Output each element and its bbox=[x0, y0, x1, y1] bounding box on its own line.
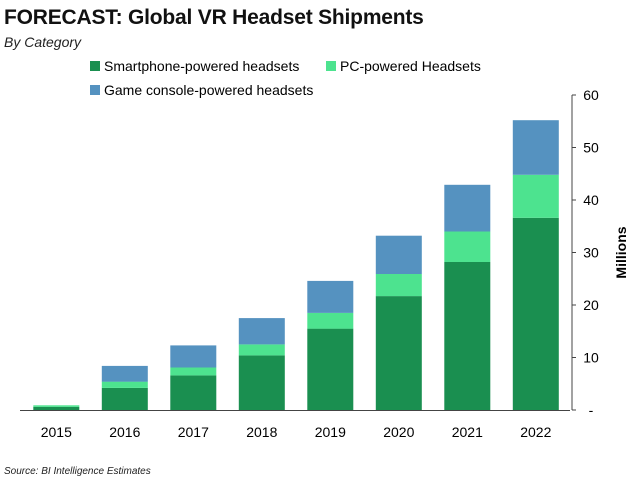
legend-swatch-2 bbox=[90, 85, 100, 95]
x-tick-label-2018: 2018 bbox=[246, 424, 277, 440]
y-tick-label-2: 20 bbox=[583, 297, 599, 313]
y-tick-label-3: 30 bbox=[583, 245, 599, 261]
chart-title: FORECAST: Global VR Headset Shipments bbox=[4, 6, 424, 29]
y-tick-label-5: 50 bbox=[583, 140, 599, 156]
legend: Smartphone-powered headsets PC-powered He… bbox=[90, 58, 481, 98]
x-tick-label-2020: 2020 bbox=[383, 424, 414, 440]
bar-2021-series-2 bbox=[444, 184, 491, 232]
source-note: Source: BI Intelligence Estimates bbox=[4, 466, 151, 477]
x-axis: 2015 2016 2017 2018 2019 2020 2021 2022 bbox=[20, 410, 570, 440]
bar-2019-series-1 bbox=[307, 312, 354, 329]
y-tick-label-6: 60 bbox=[583, 87, 599, 103]
bar-2018-series-2 bbox=[238, 318, 285, 345]
bar-2017-series-0 bbox=[170, 375, 217, 410]
bar-2021-series-1 bbox=[444, 231, 491, 262]
y-tick-label-4: 40 bbox=[583, 192, 599, 208]
bar-2015-series-1 bbox=[33, 405, 80, 407]
bars bbox=[33, 120, 559, 410]
x-tick-label-2016: 2016 bbox=[109, 424, 140, 440]
chart-subtitle: By Category bbox=[4, 34, 82, 50]
x-tick-label-2022: 2022 bbox=[520, 424, 551, 440]
legend-label-0: Smartphone-powered headsets bbox=[104, 58, 299, 74]
bar-2022-series-0 bbox=[512, 217, 559, 410]
legend-swatch-1 bbox=[326, 61, 336, 71]
bar-2021-series-0 bbox=[444, 262, 491, 410]
legend-label-1: PC-powered Headsets bbox=[340, 58, 481, 74]
y-tick-label-1: 10 bbox=[583, 350, 599, 366]
x-tick-label-2015: 2015 bbox=[41, 424, 72, 440]
y-tick-label-0: - bbox=[589, 402, 594, 418]
bar-2018-series-0 bbox=[238, 355, 285, 410]
bar-2022-series-2 bbox=[512, 120, 559, 175]
y-axis-label: Millions bbox=[613, 226, 629, 278]
bar-2020-series-1 bbox=[375, 274, 422, 297]
bar-2016-series-1 bbox=[101, 381, 148, 388]
bar-2019-series-0 bbox=[307, 328, 354, 410]
bar-2019-series-2 bbox=[307, 280, 354, 313]
bar-2015-series-0 bbox=[33, 406, 80, 410]
x-tick-label-2019: 2019 bbox=[315, 424, 346, 440]
bar-2018-series-1 bbox=[238, 344, 285, 356]
legend-swatch-0 bbox=[90, 61, 100, 71]
y-axis: - 10 20 30 40 50 60 Millions bbox=[571, 87, 629, 418]
bar-2017-series-2 bbox=[170, 345, 217, 368]
x-tick-label-2021: 2021 bbox=[452, 424, 483, 440]
legend-label-2: Game console-powered headsets bbox=[104, 82, 313, 98]
bar-2022-series-1 bbox=[512, 174, 559, 218]
bar-2020-series-0 bbox=[375, 296, 422, 410]
bar-2020-series-2 bbox=[375, 235, 422, 274]
bar-2017-series-1 bbox=[170, 367, 217, 376]
bar-2016-series-2 bbox=[101, 365, 148, 382]
bar-2016-series-0 bbox=[101, 387, 148, 410]
x-tick-label-2017: 2017 bbox=[178, 424, 209, 440]
